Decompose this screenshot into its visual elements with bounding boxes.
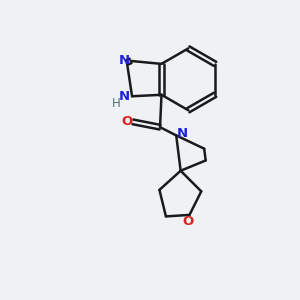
Text: O: O <box>182 215 194 228</box>
Text: N: N <box>177 127 188 140</box>
Text: N: N <box>118 90 130 103</box>
Text: H: H <box>112 97 121 110</box>
Text: N: N <box>118 54 130 68</box>
Text: O: O <box>122 115 133 128</box>
